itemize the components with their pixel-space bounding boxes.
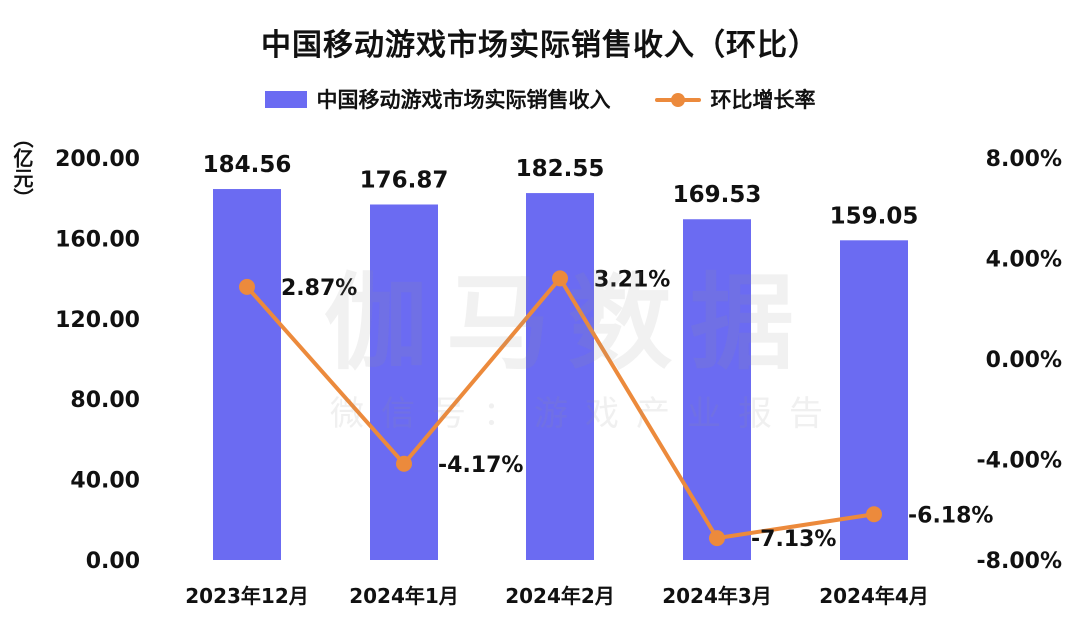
legend: 中国移动游戏市场实际销售收入 环比增长率 [0, 84, 1080, 114]
legend-item-revenue: 中国移动游戏市场实际销售收入 [264, 84, 611, 114]
bar-value-label: 176.87 [360, 167, 449, 193]
right-axis-tick: 0.00% [986, 348, 1062, 373]
x-axis-tick: 2024年4月 [819, 584, 929, 608]
growth-rate-label: 3.21% [594, 267, 670, 292]
bar-value-label: 184.56 [203, 152, 292, 178]
chart-title: 中国移动游戏市场实际销售收入（环比） [261, 28, 819, 63]
growth-rate-label: -6.18% [908, 503, 993, 528]
x-axis-tick: 2023年12月 [185, 584, 309, 608]
legend-bar-swatch [264, 90, 307, 108]
x-axis-tick: 2024年1月 [349, 584, 459, 608]
bar [683, 219, 751, 561]
left-axis-tick: 160.00 [55, 227, 140, 252]
growth-rate-point [396, 455, 412, 472]
right-axis-tick: -4.00% [977, 449, 1062, 474]
bar-value-label: 169.53 [673, 182, 762, 208]
right-axis-tick: 8.00% [986, 147, 1062, 172]
growth-rate-label: -4.17% [438, 453, 523, 478]
growth-rate-label: 2.87% [281, 276, 357, 301]
bar [370, 204, 438, 560]
growth-rate-label: -7.13% [751, 527, 836, 552]
bar-value-label: 182.55 [516, 156, 605, 182]
x-axis-tick: 2024年2月 [505, 584, 615, 608]
growth-rate-point [866, 506, 882, 523]
left-axis-tick: 120.00 [55, 308, 140, 333]
legend-label-revenue: 中国移动游戏市场实际销售收入 [316, 88, 611, 112]
left-axis-tick: 40.00 [70, 469, 140, 494]
right-axis-tick: 4.00% [986, 248, 1062, 273]
growth-rate-point [709, 530, 725, 547]
left-axis-unit-label: （亿元） [10, 128, 34, 208]
bar [213, 189, 281, 560]
growth-rate-point [239, 278, 255, 295]
legend-line-swatch [654, 91, 701, 108]
legend-item-growth: 环比增长率 [654, 84, 816, 114]
x-axis-tick: 2024年3月 [662, 584, 772, 608]
legend-label-growth: 环比增长率 [710, 88, 816, 112]
left-axis-tick: 0.00 [86, 549, 140, 574]
right-axis-tick: -8.00% [977, 549, 1062, 574]
bar [526, 193, 594, 560]
left-axis-tick: 200.00 [55, 147, 140, 172]
legend-line-dot [670, 92, 685, 107]
left-axis-tick: 80.00 [70, 388, 140, 413]
bar-value-label: 159.05 [830, 203, 919, 229]
growth-rate-point [552, 270, 568, 287]
